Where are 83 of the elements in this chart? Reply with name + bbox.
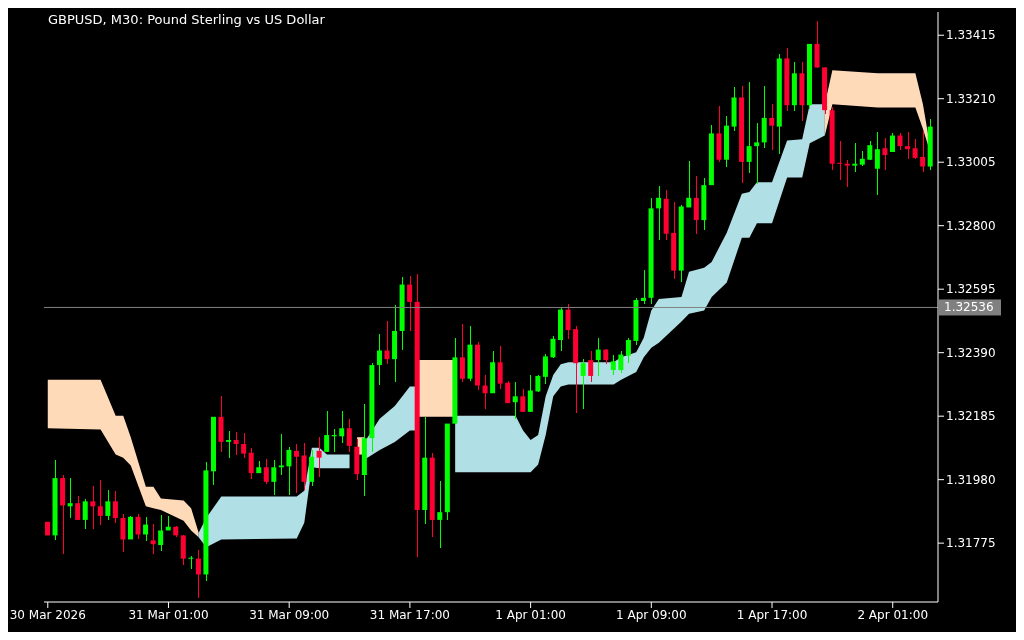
y-tick-label: 1.31775 bbox=[946, 536, 996, 551]
x-tick-label: 2 Apr 01:00 bbox=[857, 607, 929, 622]
candlestick bbox=[595, 337, 601, 377]
candlestick bbox=[852, 142, 858, 173]
candlestick bbox=[656, 185, 662, 241]
candlestick bbox=[346, 417, 352, 453]
x-tick-label: 1 Apr 09:00 bbox=[616, 607, 687, 622]
candlestick bbox=[588, 349, 594, 383]
candlestick bbox=[844, 158, 850, 188]
candlestick bbox=[180, 534, 186, 566]
candlestick bbox=[67, 477, 73, 519]
candlestick bbox=[407, 274, 413, 332]
candlestick bbox=[112, 490, 118, 524]
candlestick bbox=[286, 446, 292, 496]
candlestick bbox=[105, 488, 111, 521]
candlestick bbox=[837, 139, 843, 181]
candlestick bbox=[97, 479, 103, 526]
x-tick-label: 31 Mar 01:00 bbox=[128, 607, 209, 622]
candlestick bbox=[75, 495, 81, 521]
candlestick bbox=[263, 457, 269, 485]
y-tick-label: 1.33415 bbox=[946, 28, 996, 43]
candlestick bbox=[293, 443, 299, 494]
candlestick bbox=[316, 436, 322, 478]
candlestick bbox=[625, 337, 631, 364]
candlestick bbox=[905, 131, 911, 160]
candlestick bbox=[920, 129, 926, 173]
x-tick-label: 30 Mar 2026 bbox=[9, 607, 86, 622]
candlestick bbox=[550, 335, 556, 360]
y-tick-label: 1.33005 bbox=[946, 155, 996, 170]
candlestick bbox=[520, 387, 526, 413]
candlestick bbox=[746, 81, 752, 175]
candlestick bbox=[459, 323, 465, 383]
candlestick bbox=[542, 352, 548, 385]
candlestick bbox=[195, 549, 201, 599]
y-tick-label: 1.33210 bbox=[946, 91, 996, 106]
candlestick bbox=[527, 374, 533, 413]
candlestick bbox=[135, 513, 141, 541]
candlestick bbox=[233, 431, 239, 456]
candlestick bbox=[376, 333, 382, 386]
candlestick bbox=[512, 381, 518, 420]
candlestick bbox=[82, 497, 88, 530]
candlestick bbox=[882, 137, 888, 171]
y-tick-label: 1.32390 bbox=[946, 345, 996, 360]
candlestick bbox=[912, 138, 918, 160]
candlestick bbox=[580, 358, 586, 410]
candlestick bbox=[437, 480, 443, 549]
candlestick bbox=[324, 410, 330, 453]
candlestick bbox=[150, 522, 156, 555]
candlestick bbox=[271, 458, 277, 497]
candlestick bbox=[384, 320, 390, 365]
chart-title: GBPUSD, M30: Pound Sterling vs US Dollar bbox=[48, 12, 325, 27]
candlestick bbox=[874, 131, 880, 196]
x-tick-label: 31 Mar 09:00 bbox=[249, 607, 330, 622]
candlestick bbox=[610, 354, 616, 376]
x-tick-label: 1 Apr 01:00 bbox=[495, 607, 566, 622]
candlestick bbox=[226, 430, 232, 459]
candlestick bbox=[278, 433, 284, 476]
candlestick bbox=[248, 447, 254, 480]
y-tick-label: 1.32595 bbox=[946, 282, 996, 297]
candlestick bbox=[867, 140, 873, 161]
candlestick bbox=[618, 350, 624, 374]
candlestick bbox=[889, 132, 895, 153]
candlestick bbox=[143, 516, 149, 543]
candlestick bbox=[686, 159, 692, 209]
y-tick-label: 1.31980 bbox=[946, 472, 996, 487]
candlestick bbox=[90, 485, 96, 530]
x-tick-label: 31 Mar 17:00 bbox=[369, 607, 450, 622]
x-tick-label: 1 Apr 17:00 bbox=[736, 607, 808, 622]
candlestick bbox=[339, 410, 345, 444]
candlestick bbox=[120, 513, 126, 553]
y-tick-label: 1.32185 bbox=[946, 409, 996, 424]
candlestick bbox=[769, 103, 775, 151]
candlestick bbox=[641, 268, 646, 305]
candlestick bbox=[482, 374, 488, 410]
candlestick bbox=[497, 344, 503, 390]
candlestick bbox=[241, 432, 247, 459]
y-tick-label: 1.32800 bbox=[946, 218, 996, 233]
candlestick bbox=[565, 303, 571, 340]
candlestick bbox=[693, 175, 699, 235]
ref-line-label: 1.32536 bbox=[944, 300, 994, 315]
candlestick bbox=[814, 19, 820, 70]
candlestick bbox=[158, 514, 164, 552]
candlestick bbox=[754, 122, 760, 185]
